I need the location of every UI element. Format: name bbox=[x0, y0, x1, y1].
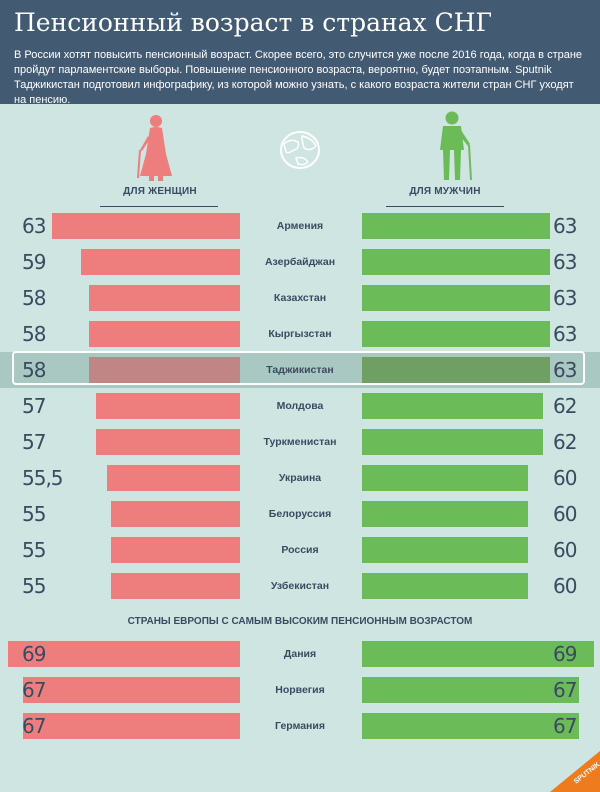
women-bar bbox=[110, 501, 240, 527]
women-value-label: 58 bbox=[22, 286, 46, 310]
women-bar bbox=[81, 249, 240, 275]
women-value-label: 57 bbox=[22, 430, 46, 454]
chart-row: Кыргызстан 58 63 bbox=[0, 316, 600, 352]
men-bar bbox=[362, 213, 550, 239]
women-column-label: ДЛЯ ЖЕНЩИН bbox=[123, 186, 197, 197]
men-value-label: 60 bbox=[553, 574, 577, 598]
women-bar bbox=[88, 285, 240, 311]
women-column-divider bbox=[100, 206, 218, 207]
chart-row: Туркменистан 57 62 bbox=[0, 424, 600, 460]
highlight-frame bbox=[12, 351, 585, 385]
chart-row: Молдова 57 62 bbox=[0, 388, 600, 424]
women-value-label: 67 bbox=[22, 714, 46, 738]
country-label: Норвегия bbox=[275, 684, 325, 696]
men-bar bbox=[362, 357, 550, 383]
men-bar bbox=[362, 393, 543, 419]
women-value-label: 58 bbox=[22, 322, 46, 346]
sputnik-logo: SPUTNIK bbox=[550, 751, 600, 792]
men-value-label: 63 bbox=[553, 322, 577, 346]
men-value-label: 63 bbox=[553, 358, 577, 382]
women-value-label: 63 bbox=[22, 214, 46, 238]
country-label: Таджикистан bbox=[266, 364, 334, 376]
chart-row: Норвегия 67 67 bbox=[0, 672, 600, 708]
chart-row: Белоруссия 55 60 bbox=[0, 496, 600, 532]
women-bar bbox=[22, 677, 240, 703]
country-label: Азербайджан bbox=[264, 256, 336, 268]
women-bar bbox=[88, 357, 240, 383]
men-value-label: 62 bbox=[553, 430, 577, 454]
men-bar bbox=[362, 677, 580, 703]
country-label: Молдова bbox=[276, 400, 324, 412]
country-label: Белоруссия bbox=[268, 508, 332, 520]
chart-row: Россия 55 60 bbox=[0, 532, 600, 568]
men-column-label: ДЛЯ МУЖЧИН bbox=[409, 186, 481, 197]
women-bar bbox=[110, 573, 240, 599]
chart-row: Таджикистан 58 63 bbox=[0, 352, 600, 388]
men-value-label: 63 bbox=[553, 250, 577, 274]
page-title: Пенсионный возраст в странах СНГ bbox=[14, 8, 493, 37]
women-value-label: 67 bbox=[22, 678, 46, 702]
header: Пенсионный возраст в странах СНГ В Росси… bbox=[0, 0, 600, 106]
men-value-label: 63 bbox=[553, 286, 577, 310]
women-bar bbox=[106, 465, 240, 491]
country-label: Россия bbox=[281, 544, 319, 556]
country-label: Туркменистан bbox=[263, 436, 337, 448]
chart-row: Украина 55,5 60 bbox=[0, 460, 600, 496]
men-bar bbox=[362, 573, 528, 599]
women-bar bbox=[52, 213, 240, 239]
chart-row: Азербайджан 59 63 bbox=[0, 244, 600, 280]
men-value-label: 67 bbox=[553, 678, 577, 702]
women-value-label: 55 bbox=[22, 502, 46, 526]
men-value-label: 63 bbox=[553, 214, 577, 238]
europe-section-title: СТРАНЫ ЕВРОПЫ С САМЫМ ВЫСОКИМ ПЕНСИОННЫМ… bbox=[127, 616, 473, 627]
men-bar bbox=[362, 501, 528, 527]
men-bar bbox=[362, 713, 580, 739]
chart-row: Узбекистан 55 60 bbox=[0, 568, 600, 604]
women-value-label: 69 bbox=[22, 642, 46, 666]
country-label: Армения bbox=[276, 220, 324, 232]
women-bar bbox=[88, 321, 240, 347]
men-bar bbox=[362, 321, 550, 347]
chart-row: Казахстан 58 63 bbox=[0, 280, 600, 316]
elderly-woman-icon bbox=[137, 115, 172, 181]
men-bar bbox=[362, 537, 528, 563]
men-value-label: 62 bbox=[553, 394, 577, 418]
country-label: Германия bbox=[275, 720, 325, 732]
chart-row: Армения 63 63 bbox=[0, 208, 600, 244]
country-label: Дания bbox=[283, 648, 317, 660]
women-bar bbox=[110, 537, 240, 563]
women-value-label: 58 bbox=[22, 358, 46, 382]
country-label: Узбекистан bbox=[270, 580, 330, 592]
women-bar bbox=[95, 393, 240, 419]
women-value-label: 57 bbox=[22, 394, 46, 418]
women-value-label: 55 bbox=[22, 538, 46, 562]
men-bar bbox=[362, 249, 550, 275]
women-bar bbox=[8, 641, 240, 667]
men-value-label: 60 bbox=[553, 502, 577, 526]
chart-row: Дания 69 69 bbox=[0, 636, 600, 672]
men-value-label: 67 bbox=[553, 714, 577, 738]
elderly-man-icon bbox=[440, 111, 472, 181]
men-bar bbox=[362, 641, 594, 667]
intro-text: В России хотят повысить пенсионный возра… bbox=[14, 49, 583, 106]
men-value-label: 60 bbox=[553, 466, 577, 490]
country-label: Кыргызстан bbox=[268, 328, 332, 340]
men-bar bbox=[362, 429, 543, 455]
women-value-label: 55 bbox=[22, 574, 46, 598]
men-value-label: 60 bbox=[553, 538, 577, 562]
country-label: Казахстан bbox=[273, 292, 327, 304]
men-bar bbox=[362, 465, 528, 491]
country-label: Украина bbox=[278, 472, 322, 484]
women-bar bbox=[95, 429, 240, 455]
globe-icon bbox=[280, 131, 320, 169]
chart-row: Германия 67 67 bbox=[0, 708, 600, 744]
women-bar bbox=[22, 713, 240, 739]
women-value-label: 55,5 bbox=[22, 466, 64, 490]
women-value-label: 59 bbox=[22, 250, 46, 274]
men-bar bbox=[362, 285, 550, 311]
men-column-divider bbox=[386, 206, 504, 207]
men-value-label: 69 bbox=[553, 642, 577, 666]
